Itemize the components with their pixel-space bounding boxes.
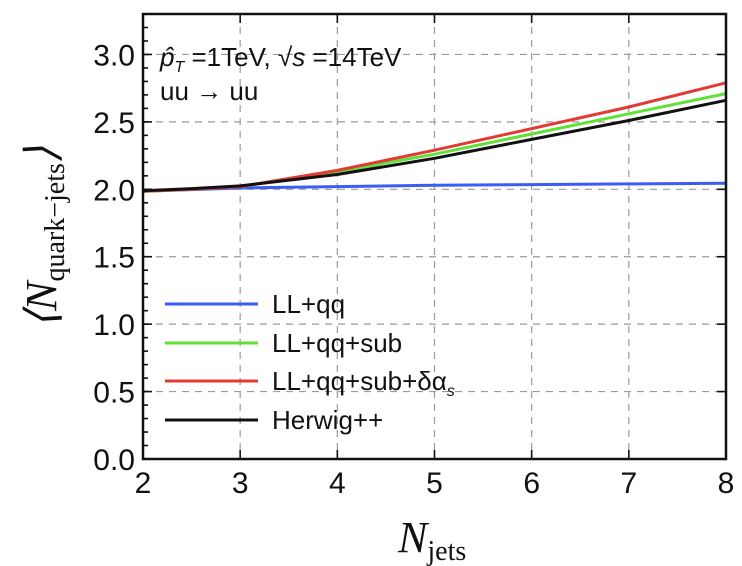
x-tick-label: 6 [523,467,540,500]
legend-label-alpha-sub: s [447,383,455,400]
legend-label-ll-qq: LL+qq [272,289,345,319]
x-tick-label: 8 [718,467,735,500]
annotation-s: s [292,42,305,72]
annotation: p̂T =1TeV, √s =14TeV uu → uu [159,42,402,106]
x-tick-label: 7 [620,467,637,500]
x-axis-label-sub: jets [426,536,466,566]
legend-label-alpha-main: LL+qq+sub+δα [272,366,447,396]
y-tick-label: 2.0 [93,174,135,207]
y-axis-label-sub: quark−jets [40,163,71,281]
y-axis-label: ⟨Nquark−jets⟩ [17,146,71,328]
x-tick-label: 2 [135,467,152,500]
ticks [142,14,727,460]
x-axis-label-main: N [397,513,430,562]
y-tick-label: 0.5 [93,377,135,410]
series-line-herwig [142,98,727,193]
y-tick-label: 3.0 [93,39,135,72]
legend-label-ll-qq-sub: LL+qq+sub [272,328,402,358]
x-axis-label: Njets [397,513,466,566]
x-tick-label: 4 [329,467,346,500]
series-lines [142,81,727,193]
legend: LL+qq LL+qq+sub LL+qq+sub+δαs Herwig++ [165,289,455,435]
annotation-sqrt: √ [278,42,293,72]
grid [143,14,726,459]
annotation-cm-energy: =14TeV [305,42,402,72]
annotation-pt-sub: T [174,59,185,76]
x-tick-label: 3 [232,467,249,500]
y-axis-label-close: ⟩ [17,146,66,163]
annotation-energy: =1TeV, [184,42,278,72]
y-axis-label-main: N [17,279,66,312]
annotation-pt: p̂ [159,42,175,72]
y-tick-label: 2.5 [93,107,135,140]
tick-labels: 2 3 4 5 6 7 8 0.0 0.5 1.0 1.5 2.0 2.5 3.0 [93,39,734,500]
y-tick-label: 1.5 [93,242,135,275]
y-axis-label-open: ⟨ [17,306,66,328]
annotation-process: uu → uu [160,76,258,106]
legend-label-ll-qq-sub-alpha: LL+qq+sub+δαs [272,366,455,400]
legend-label-herwig: Herwig++ [272,405,383,435]
y-tick-label: 0.0 [93,444,135,477]
y-tick-label: 1.0 [93,309,135,342]
annotation-line1: p̂T =1TeV, √s =14TeV [159,42,402,76]
x-tick-label: 5 [426,467,443,500]
